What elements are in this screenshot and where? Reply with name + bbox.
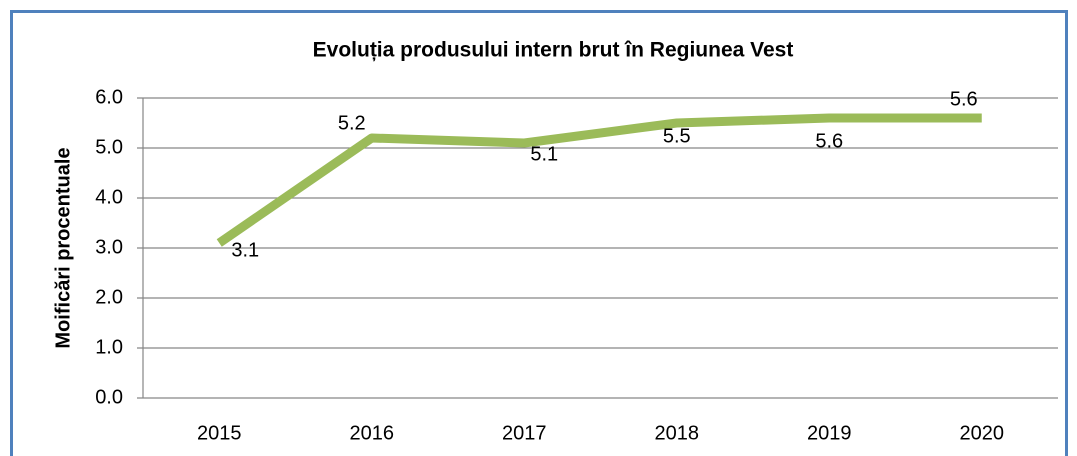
x-tick-label: 2018: [655, 422, 700, 444]
x-tick-label: 2015: [197, 422, 242, 444]
y-tick-label: 0.0: [95, 386, 123, 408]
data-line: [216, 113, 982, 247]
y-tick-label: 4.0: [95, 186, 123, 208]
data-label: 5.2: [338, 112, 366, 134]
data-label: 5.1: [530, 143, 558, 165]
x-tick-label: 2020: [960, 422, 1005, 444]
y-tick-label: 2.0: [95, 286, 123, 308]
y-tick-label: 1.0: [95, 336, 123, 358]
x-tick-label: 2016: [350, 422, 395, 444]
data-label: 5.6: [950, 88, 978, 110]
y-tick-label: 5.0: [95, 136, 123, 158]
y-tick-label: 6.0: [95, 86, 123, 108]
data-label: 3.1: [231, 239, 259, 261]
data-label: 5.5: [663, 125, 691, 147]
chart-title: Evoluția produsului intern brut în Regiu…: [313, 39, 794, 62]
frame: [10, 10, 1068, 456]
x-tick-label: 2017: [502, 422, 547, 444]
y-axis-label: Moificări procentuale: [52, 147, 74, 348]
data-label: 5.6: [815, 130, 843, 152]
x-tick-label: 2019: [807, 422, 852, 444]
y-tick-label: 3.0: [95, 236, 123, 258]
